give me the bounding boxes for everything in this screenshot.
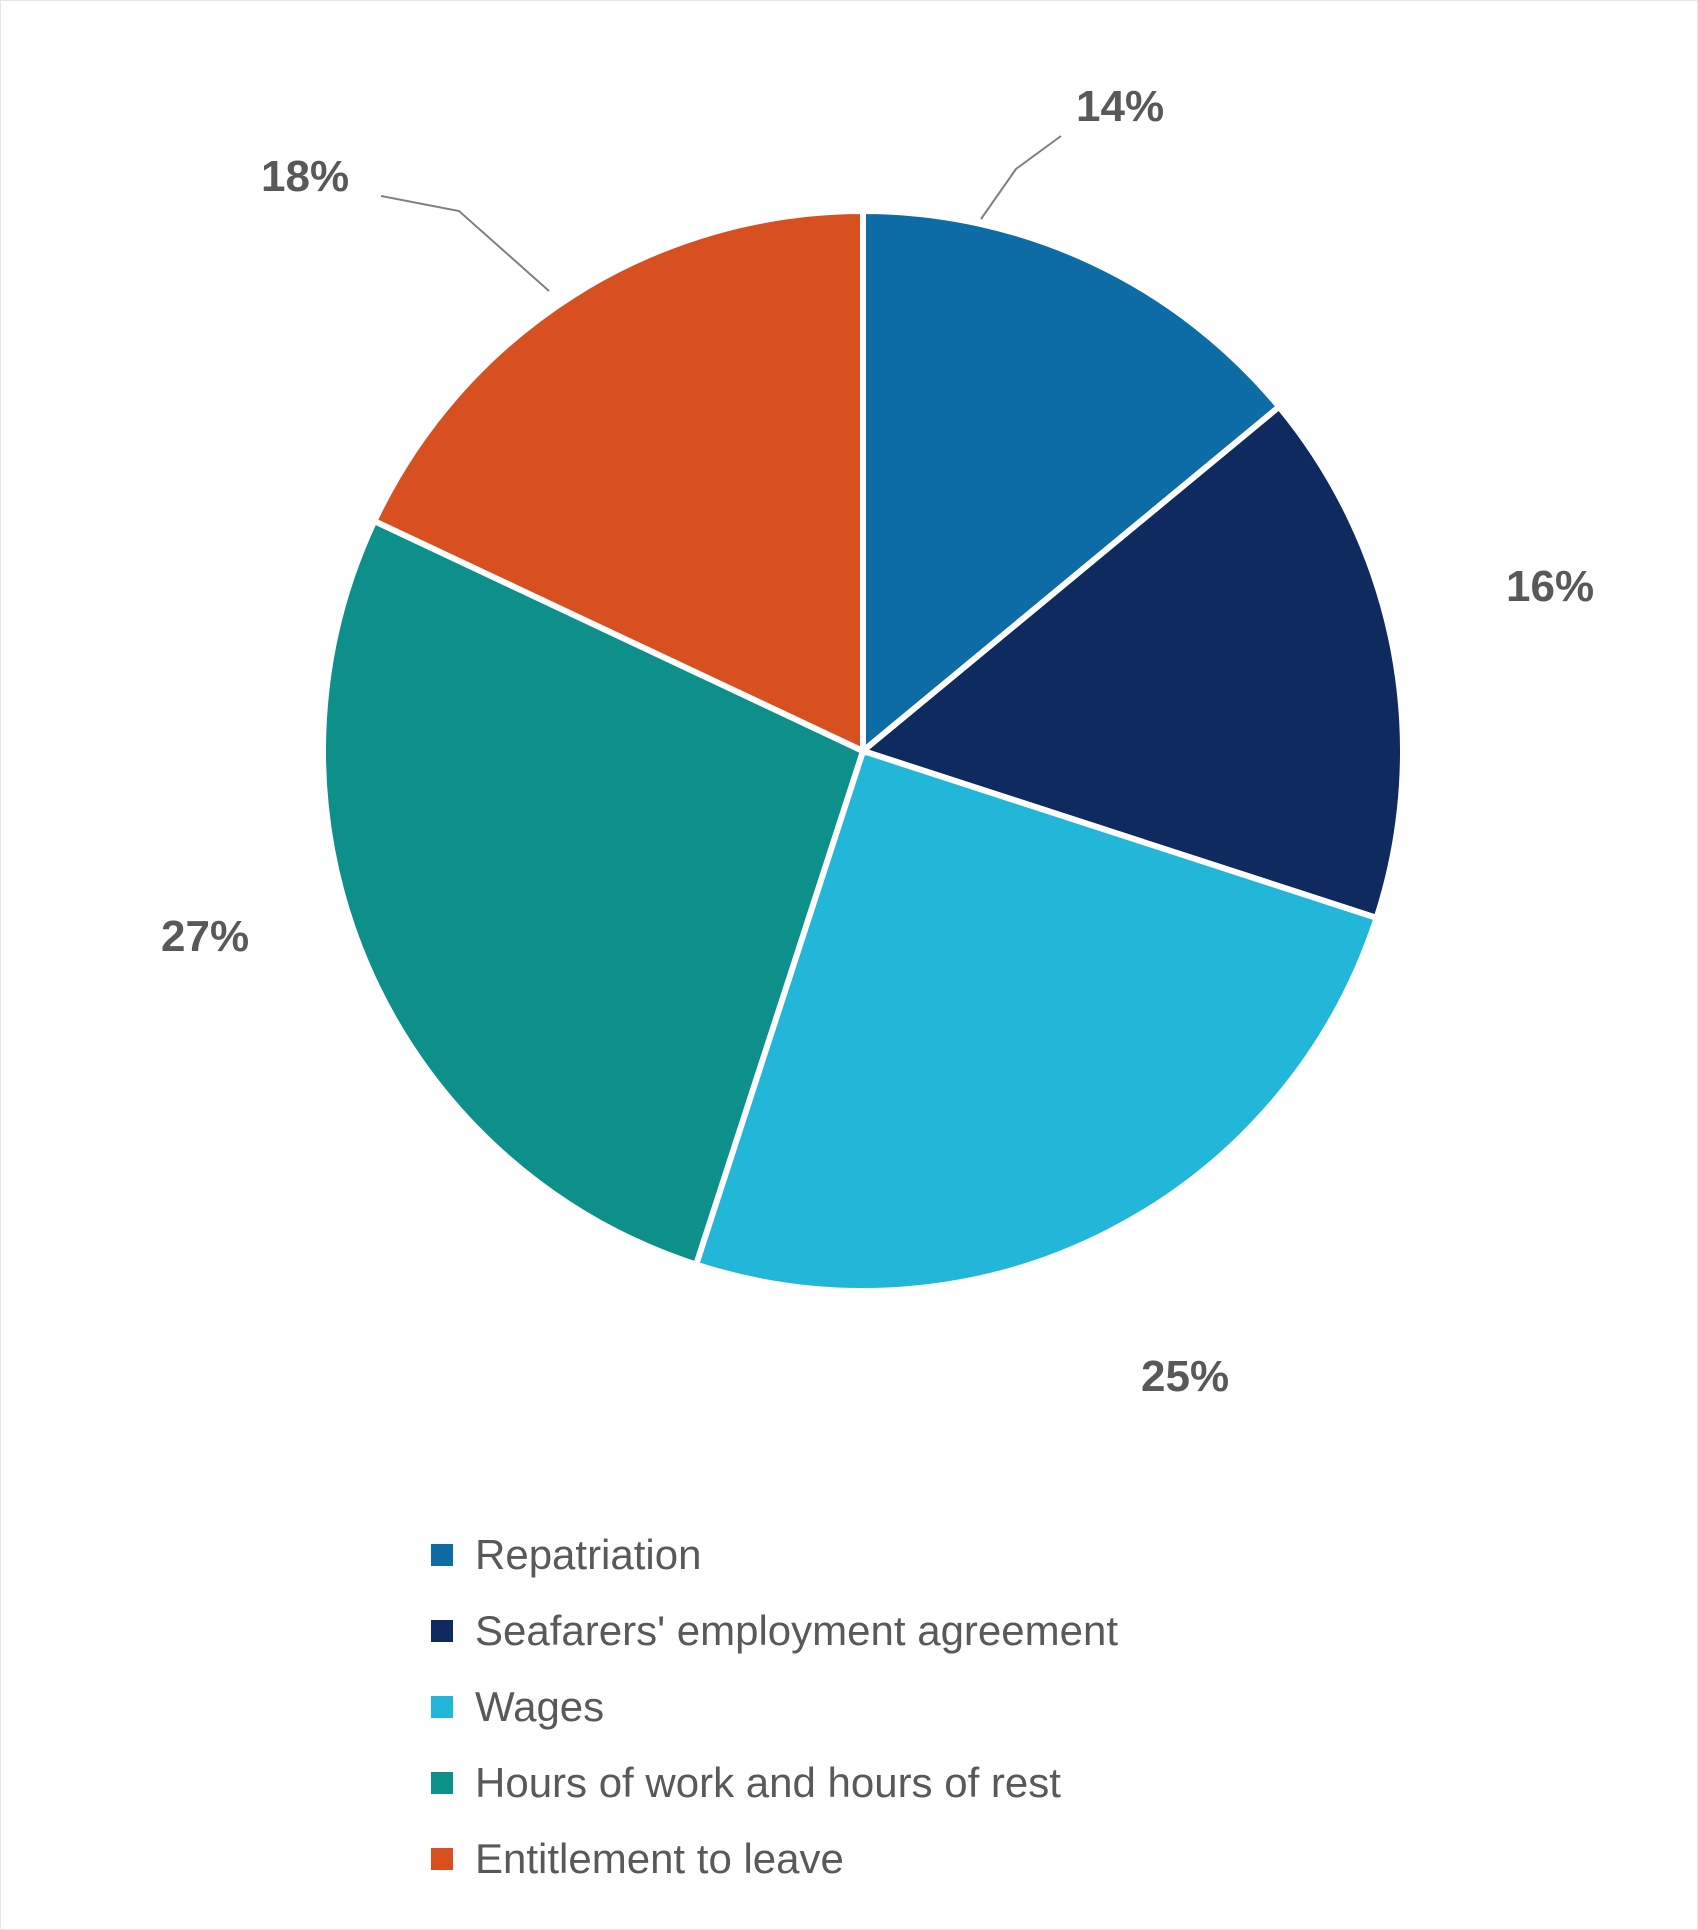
legend-label: Entitlement to leave bbox=[475, 1835, 844, 1883]
legend-label: Hours of work and hours of rest bbox=[475, 1759, 1061, 1807]
leader-line bbox=[381, 196, 549, 291]
legend-item: Seafarers' employment agreement bbox=[431, 1607, 1118, 1655]
legend-item: Hours of work and hours of rest bbox=[431, 1759, 1118, 1807]
legend-swatch bbox=[431, 1620, 453, 1642]
pie-slice-label: 25% bbox=[1141, 1352, 1229, 1401]
legend-item: Wages bbox=[431, 1683, 1118, 1731]
legend-swatch bbox=[431, 1696, 453, 1718]
pie-slice-label: 14% bbox=[1076, 82, 1164, 131]
pie-chart-svg: 14% 16% 25% 27% 18% bbox=[1, 1, 1698, 1501]
legend-item: Repatriation bbox=[431, 1531, 1118, 1579]
leader-line bbox=[981, 136, 1061, 219]
legend-swatch bbox=[431, 1772, 453, 1794]
legend-label: Repatriation bbox=[475, 1531, 701, 1579]
legend-swatch bbox=[431, 1848, 453, 1870]
legend-label: Wages bbox=[475, 1683, 604, 1731]
pie-chart: 14% 16% 25% 27% 18% bbox=[1, 1, 1697, 1506]
legend-swatch bbox=[431, 1544, 453, 1566]
legend: Repatriation Seafarers' employment agreem… bbox=[431, 1531, 1118, 1911]
legend-item: Entitlement to leave bbox=[431, 1835, 1118, 1883]
legend-label: Seafarers' employment agreement bbox=[475, 1607, 1118, 1655]
pie-slice-label: 16% bbox=[1506, 562, 1594, 611]
pie-slice-label: 18% bbox=[261, 152, 349, 201]
pie-slice-label: 27% bbox=[161, 912, 249, 961]
chart-page: 14% 16% 25% 27% 18% Repatriation Seafarers' e… bbox=[0, 0, 1698, 1930]
